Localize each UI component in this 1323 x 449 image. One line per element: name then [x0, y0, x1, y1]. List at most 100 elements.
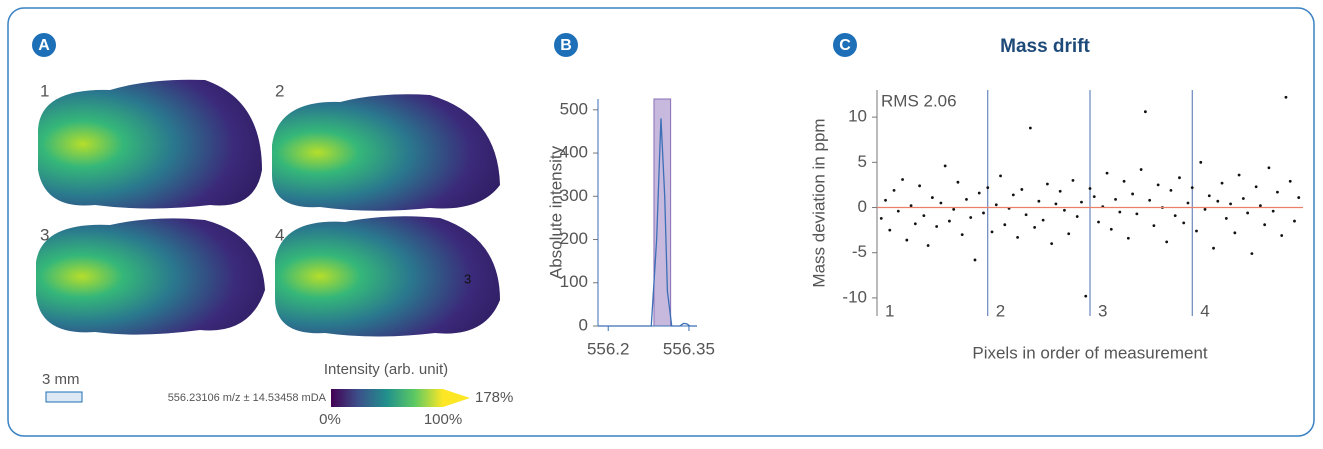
colorbar	[331, 389, 443, 407]
point	[1297, 196, 1300, 199]
point	[991, 231, 994, 234]
point	[1003, 223, 1006, 226]
point	[1063, 209, 1066, 212]
point	[1285, 96, 1288, 99]
point	[1178, 176, 1181, 179]
y-tick-label: -5	[852, 242, 867, 261]
point	[1170, 189, 1173, 192]
point	[952, 208, 955, 211]
point	[893, 189, 896, 192]
point	[999, 174, 1002, 177]
section-mark: 3	[464, 271, 471, 286]
point	[1255, 185, 1258, 188]
point	[1182, 221, 1185, 224]
y-axis-label: Mass deviation in ppm	[809, 118, 828, 287]
point	[1020, 188, 1023, 191]
point	[986, 186, 989, 189]
point	[944, 165, 947, 168]
point	[918, 184, 921, 187]
point	[1097, 221, 1100, 224]
colorbar-label: 178%	[475, 389, 513, 406]
y-tick-label: 0	[579, 315, 588, 334]
point	[935, 225, 938, 228]
point	[1293, 220, 1296, 223]
chart-title: Mass drift	[1000, 36, 1090, 57]
point	[1055, 203, 1058, 206]
point	[1042, 219, 1045, 222]
point	[1110, 228, 1113, 231]
panel-label: A	[38, 37, 50, 54]
colorbar-label: 100%	[424, 411, 462, 428]
point	[1059, 190, 1062, 193]
point	[1025, 213, 1028, 216]
point	[905, 239, 908, 242]
panel-label: B	[560, 37, 572, 54]
scale-bar-label: 3 mm	[42, 371, 80, 388]
point	[1191, 186, 1194, 189]
point	[1229, 203, 1232, 206]
point	[1114, 198, 1117, 201]
point	[1012, 193, 1015, 196]
point	[1204, 208, 1207, 211]
point	[901, 178, 904, 181]
point	[1259, 204, 1262, 207]
point	[940, 202, 943, 205]
point	[1250, 252, 1253, 255]
point	[1148, 199, 1151, 202]
point	[957, 181, 960, 184]
x-tick-label: 556.35	[663, 339, 715, 358]
point	[1089, 187, 1092, 190]
point	[1140, 168, 1143, 171]
point	[1165, 240, 1168, 243]
point	[1242, 197, 1245, 200]
y-tick-label: 10	[848, 107, 867, 126]
point	[1174, 214, 1177, 217]
y-tick-label: 0	[858, 197, 867, 216]
point	[1221, 182, 1224, 185]
annotation: RMS 2.06	[881, 91, 957, 110]
point	[884, 199, 887, 202]
point	[1084, 295, 1087, 298]
point	[995, 203, 998, 206]
point	[969, 216, 972, 219]
point	[1135, 212, 1138, 215]
point	[1076, 215, 1079, 218]
point	[1187, 202, 1190, 205]
spectrum-line	[598, 118, 697, 326]
point	[1127, 237, 1130, 240]
point	[897, 210, 900, 213]
point	[961, 233, 964, 236]
colorbar-label: 0%	[319, 411, 341, 428]
point	[1199, 161, 1202, 164]
segment-label: 2	[996, 301, 1005, 320]
point	[1263, 223, 1266, 226]
point	[948, 220, 951, 223]
y-tick-label: 5	[858, 152, 867, 171]
point	[1131, 193, 1134, 196]
point	[1080, 201, 1083, 204]
point	[931, 196, 934, 199]
section-label: 3	[40, 225, 49, 244]
point	[1046, 183, 1049, 186]
section-label: 4	[275, 225, 284, 244]
point	[1072, 179, 1075, 182]
point	[914, 222, 917, 225]
x-axis-label: Pixels in order of measurement	[972, 343, 1208, 362]
colorbar-extension	[443, 389, 470, 407]
point	[1016, 236, 1019, 239]
point	[1268, 166, 1271, 169]
point	[974, 259, 977, 262]
point	[1153, 224, 1156, 227]
y-axis-label: Absolute intensity	[546, 145, 565, 279]
point	[1233, 231, 1236, 234]
point	[1144, 110, 1147, 113]
point	[1208, 194, 1211, 197]
point	[978, 192, 981, 195]
point	[1212, 247, 1215, 250]
point	[1067, 232, 1070, 235]
point	[1033, 226, 1036, 229]
point	[888, 229, 891, 232]
point	[1195, 230, 1198, 233]
segment-label: 3	[1098, 301, 1107, 320]
segment-label: 1	[885, 301, 894, 320]
